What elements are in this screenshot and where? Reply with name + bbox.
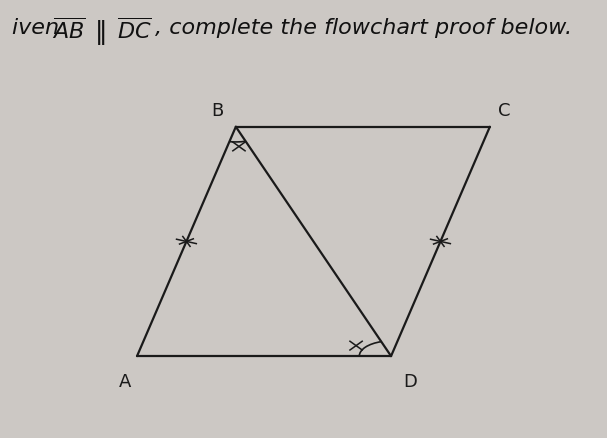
Text: $\overline{\mathit{DC}}$: $\overline{\mathit{DC}}$: [117, 18, 151, 43]
Text: C: C: [498, 102, 510, 120]
Text: D: D: [403, 373, 417, 391]
Text: $\,\|\,$: $\,\|\,$: [90, 18, 105, 46]
Text: A: A: [119, 373, 132, 391]
Text: , complete the flowchart proof below.: , complete the flowchart proof below.: [155, 18, 572, 38]
Text: $\overline{\mathit{AB}}$: $\overline{\mathit{AB}}$: [52, 18, 85, 43]
Text: B: B: [211, 102, 223, 120]
Text: iven: iven: [12, 18, 66, 38]
